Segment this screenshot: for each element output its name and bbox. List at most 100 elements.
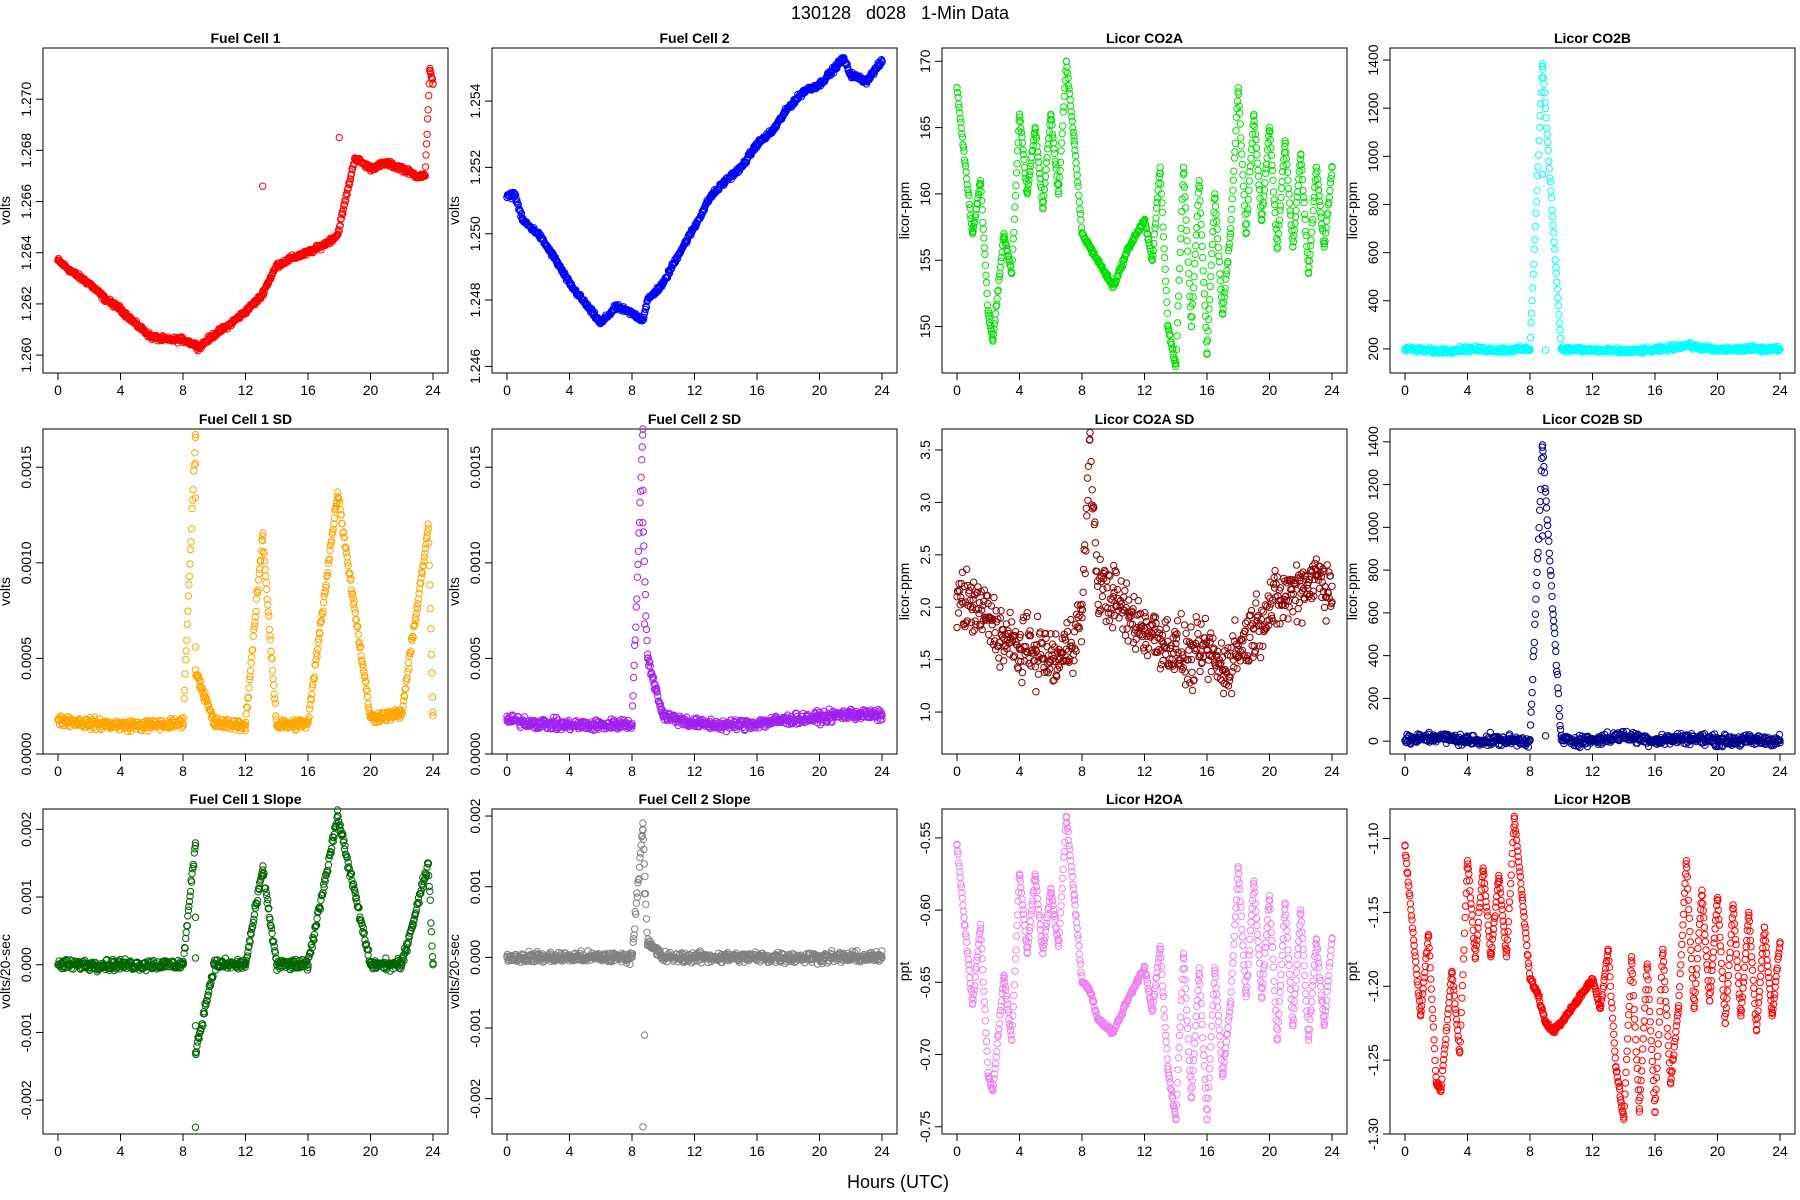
x-tick-label: 24 xyxy=(1772,382,1788,398)
data-point xyxy=(1033,142,1041,150)
data-point xyxy=(1188,300,1197,308)
data-point xyxy=(1024,180,1033,189)
x-tick-label: 12 xyxy=(1137,763,1153,779)
data-point xyxy=(1194,201,1202,210)
data-point xyxy=(1056,158,1065,167)
data-point xyxy=(413,172,422,180)
data-point xyxy=(1012,181,1020,190)
data-point xyxy=(132,320,140,329)
data-point xyxy=(1033,148,1042,156)
panel-title: Fuel Cell 2 xyxy=(659,30,729,46)
data-point xyxy=(628,309,636,317)
y-tick-label: 0.0015 xyxy=(18,446,34,489)
data-point xyxy=(304,249,312,257)
data-point xyxy=(959,143,968,151)
data-point xyxy=(1025,176,1033,184)
data-point xyxy=(1199,253,1207,262)
data-point xyxy=(1010,215,1019,223)
data-point xyxy=(1056,166,1064,175)
data-point xyxy=(597,319,605,327)
data-point xyxy=(550,253,558,261)
data-point xyxy=(978,206,986,214)
data-point xyxy=(1246,162,1255,171)
data-point xyxy=(1058,130,1066,138)
data-point xyxy=(1075,191,1083,199)
data-point xyxy=(1064,74,1072,82)
data-point xyxy=(1172,359,1180,367)
y-tick-label: 155 xyxy=(917,248,933,272)
data-point xyxy=(1074,178,1082,187)
data-point xyxy=(1008,256,1016,264)
y-tick-label: 0.0000 xyxy=(18,732,34,775)
data-point xyxy=(1062,67,1070,75)
data-point xyxy=(341,197,350,205)
x-tick-label: 12 xyxy=(1585,382,1601,398)
data-point xyxy=(340,200,349,208)
y-tick-label: 1000 xyxy=(1365,141,1381,172)
x-tick-label: 20 xyxy=(1710,382,1726,398)
data-point xyxy=(1065,85,1073,93)
data-point xyxy=(210,330,219,339)
data-point xyxy=(1237,134,1245,142)
data-point xyxy=(1212,210,1220,218)
x-tick-label: 8 xyxy=(628,763,636,779)
panel-title: Licor CO2B xyxy=(1554,30,1631,46)
data-point xyxy=(421,172,429,180)
data-point xyxy=(1177,234,1185,243)
data-point xyxy=(1228,195,1236,203)
data-point xyxy=(1166,330,1174,338)
data-point xyxy=(1173,332,1181,340)
data-point xyxy=(1074,182,1082,191)
data-point xyxy=(1119,260,1128,268)
data-point xyxy=(1055,180,1063,189)
data-point xyxy=(1220,293,1228,301)
data-point xyxy=(1042,166,1050,174)
data-point xyxy=(1142,225,1151,233)
data-point xyxy=(659,279,667,288)
data-point xyxy=(1013,147,1022,155)
data-point xyxy=(1237,142,1246,150)
data-point xyxy=(1180,169,1188,177)
data-point xyxy=(1227,215,1235,224)
data-point xyxy=(1057,139,1066,147)
data-point xyxy=(1168,345,1176,353)
data-point xyxy=(101,295,109,303)
data-point xyxy=(1204,327,1212,335)
data-point xyxy=(1214,243,1223,252)
x-tick-label: 12 xyxy=(1137,382,1153,398)
data-point xyxy=(503,193,511,201)
data-point xyxy=(1248,130,1257,139)
panel-title: Fuel Cell 1 xyxy=(210,30,280,46)
data-point xyxy=(753,140,761,148)
data-point xyxy=(1057,147,1065,155)
data-point xyxy=(427,69,435,78)
data-point xyxy=(1209,227,1217,236)
data-point xyxy=(85,279,94,288)
x-tick-label: 4 xyxy=(1464,382,1472,398)
x-tick-label: 8 xyxy=(1078,382,1086,398)
data-point xyxy=(426,64,434,73)
data-point xyxy=(990,320,999,328)
data-point xyxy=(1053,172,1061,181)
data-point xyxy=(1223,266,1231,275)
data-point xyxy=(989,330,998,338)
x-tick-label: 4 xyxy=(117,763,125,779)
data-point xyxy=(1151,224,1159,232)
y-tick-label: 1.266 xyxy=(18,184,34,219)
data-point xyxy=(1018,139,1027,147)
data-point xyxy=(1186,292,1194,301)
y-tick-label: 1.5 xyxy=(917,650,933,670)
data-point xyxy=(1176,248,1184,257)
data-point xyxy=(1068,113,1076,121)
data-point xyxy=(958,133,967,141)
data-point xyxy=(1200,278,1208,287)
data-point xyxy=(1048,121,1056,129)
data-point xyxy=(1232,127,1240,135)
data-point xyxy=(1014,139,1022,147)
data-point xyxy=(1243,220,1251,228)
data-point xyxy=(1026,162,1035,171)
data-point xyxy=(958,130,966,138)
x-tick-label: 0 xyxy=(503,382,511,398)
data-point xyxy=(1162,286,1170,295)
x-tick-label: 0 xyxy=(503,763,511,779)
